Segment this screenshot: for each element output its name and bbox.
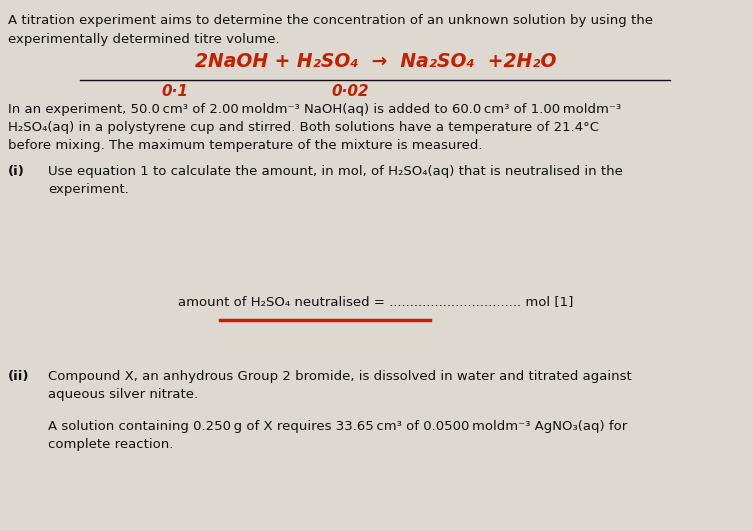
- Text: A solution containing 0.250 g of X requires 33.65 cm³ of 0.0500 moldm⁻³ AgNO₃(aq: A solution containing 0.250 g of X requi…: [48, 421, 627, 433]
- Text: A titration experiment aims to determine the concentration of an unknown solutio: A titration experiment aims to determine…: [8, 14, 653, 27]
- Text: H₂SO₄(aq) in a polystyrene cup and stirred. Both solutions have a temperature of: H₂SO₄(aq) in a polystyrene cup and stirr…: [8, 121, 599, 134]
- Text: before mixing. The maximum temperature of the mixture is measured.: before mixing. The maximum temperature o…: [8, 139, 483, 152]
- Text: Use equation 1 to calculate the amount, in mol, of H₂SO₄(aq) that is neutralised: Use equation 1 to calculate the amount, …: [48, 165, 623, 178]
- Text: 0·1: 0·1: [161, 84, 188, 99]
- Text: In an experiment, 50.0 cm³ of 2.00 moldm⁻³ NaOH(aq) is added to 60.0 cm³ of 1.00: In an experiment, 50.0 cm³ of 2.00 moldm…: [8, 103, 621, 116]
- Text: experiment.: experiment.: [48, 183, 129, 196]
- Text: (i): (i): [8, 165, 25, 178]
- Text: experimentally determined titre volume.: experimentally determined titre volume.: [8, 33, 279, 46]
- Text: amount of H₂SO₄ neutralised = ................................ mol [1]: amount of H₂SO₄ neutralised = ..........…: [178, 295, 574, 308]
- Text: complete reaction.: complete reaction.: [48, 439, 173, 451]
- Text: (ii): (ii): [8, 370, 29, 383]
- Text: 2NaOH + H₂SO₄  →  Na₂SO₄  +2H₂O: 2NaOH + H₂SO₄ → Na₂SO₄ +2H₂O: [195, 52, 556, 71]
- Text: aqueous silver nitrate.: aqueous silver nitrate.: [48, 388, 198, 401]
- Text: 0·02: 0·02: [331, 84, 369, 99]
- Text: Compound X, an anhydrous Group 2 bromide, is dissolved in water and titrated aga: Compound X, an anhydrous Group 2 bromide…: [48, 370, 632, 383]
